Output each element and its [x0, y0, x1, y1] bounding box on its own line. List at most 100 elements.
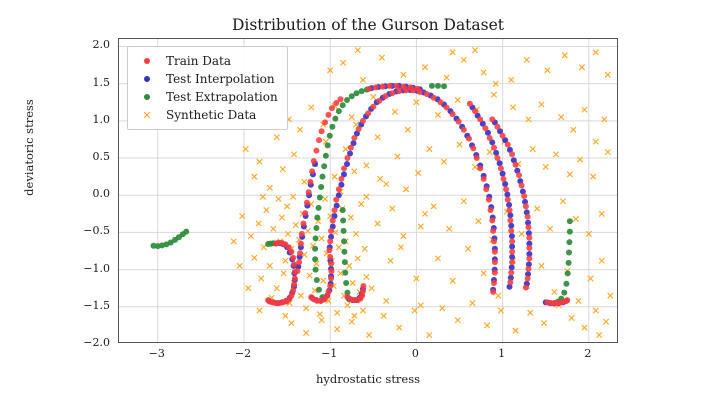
data-point [404, 126, 411, 133]
data-point [329, 217, 336, 224]
data-point [426, 145, 433, 153]
data-point [312, 235, 319, 242]
data-point [394, 153, 401, 160]
data-point [523, 56, 530, 63]
data-point [564, 270, 571, 277]
data-point [239, 212, 246, 220]
data-point [314, 214, 321, 221]
data-point [434, 255, 442, 262]
data-point [509, 243, 516, 250]
data-point [598, 210, 605, 217]
data-point [353, 90, 360, 97]
data-point [256, 158, 263, 165]
data-point [465, 245, 472, 252]
data-point [328, 275, 335, 282]
data-point [266, 262, 273, 269]
data-point [321, 195, 329, 203]
legend-item[interactable]: ✕ Synthetic Data [134, 106, 278, 124]
data-point [340, 227, 347, 234]
data-point [504, 196, 511, 203]
data-point [290, 254, 297, 261]
data-point [525, 224, 532, 231]
data-point [378, 54, 386, 61]
data-point [485, 196, 492, 203]
data-point [568, 314, 575, 322]
data-point [491, 269, 498, 276]
data-point [294, 268, 301, 275]
data-point [360, 282, 367, 289]
data-point [518, 182, 525, 189]
data-point [407, 84, 414, 91]
data-point [507, 217, 514, 224]
data-point [509, 248, 516, 255]
data-point [491, 144, 497, 151]
data-point [263, 206, 270, 214]
data-point [506, 207, 513, 214]
data-point [546, 225, 554, 232]
data-point [477, 116, 484, 123]
data-point [275, 195, 282, 203]
data-point [483, 186, 490, 193]
data-point [496, 160, 503, 167]
data-point [479, 120, 486, 127]
data-point [251, 173, 258, 180]
data-point [456, 141, 463, 148]
data-point [494, 123, 501, 130]
data-point [297, 292, 305, 299]
data-point [559, 198, 567, 205]
data-point [270, 225, 277, 232]
data-point [335, 108, 342, 115]
data-point [273, 285, 280, 292]
data-point [312, 266, 319, 273]
data-point [282, 312, 289, 319]
data-point [258, 275, 265, 282]
legend-cross-icon: ✕ [134, 110, 160, 121]
legend-label: Test Extrapolation [166, 90, 278, 104]
data-point [509, 104, 517, 111]
data-point [344, 302, 351, 309]
data-point [355, 126, 362, 133]
data-point [291, 281, 297, 288]
data-point [242, 145, 249, 153]
legend-item[interactable]: Test Interpolation [134, 70, 278, 88]
dot-icon [144, 58, 150, 64]
data-point [382, 93, 389, 100]
data-point [525, 271, 532, 278]
data-point [538, 101, 545, 108]
data-point [273, 134, 280, 141]
data-point [313, 277, 320, 284]
data-point [522, 203, 529, 210]
data-point [259, 193, 267, 200]
data-point [565, 259, 572, 266]
data-point [607, 292, 614, 299]
data-point [302, 210, 309, 217]
legend-item[interactable]: Train Data [134, 52, 278, 70]
data-point [497, 307, 505, 314]
data-point [469, 299, 476, 307]
legend-dot-icon [134, 94, 160, 100]
data-point [333, 196, 340, 203]
data-point [449, 49, 456, 56]
data-point [342, 145, 349, 153]
data-point [333, 326, 341, 333]
data-point [601, 116, 608, 123]
data-point [347, 150, 354, 157]
data-point [417, 302, 424, 309]
data-point [525, 116, 532, 123]
data-point [328, 268, 335, 275]
data-point [338, 175, 345, 182]
x-tick-label: −1 [321, 347, 338, 360]
data-point [396, 88, 403, 95]
legend-item[interactable]: Test Extrapolation [134, 88, 278, 106]
data-point [383, 180, 390, 188]
data-point [354, 47, 361, 54]
data-point [316, 137, 322, 144]
data-point [566, 218, 573, 225]
data-point [331, 207, 338, 214]
data-point [526, 245, 533, 252]
data-point [506, 201, 513, 208]
data-point [280, 270, 287, 277]
data-point [540, 320, 548, 327]
data-point [347, 144, 354, 151]
data-point [491, 280, 497, 286]
